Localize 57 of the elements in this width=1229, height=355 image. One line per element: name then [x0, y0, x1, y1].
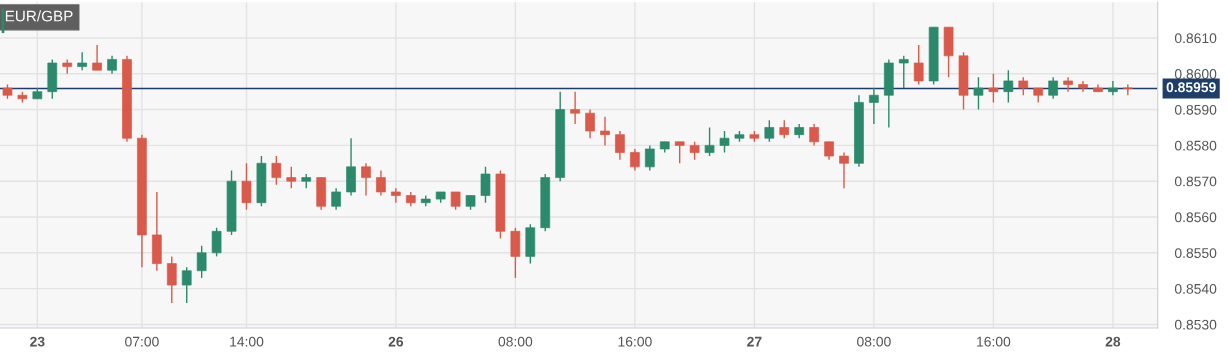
y-tick-label: 0.8530: [1174, 319, 1217, 330]
x-tick-label: 16:00: [977, 336, 1011, 347]
x-tick-label: 26: [388, 336, 404, 347]
candlestick: [211, 227, 222, 258]
candlestick: [241, 162, 252, 211]
candlestick: [630, 148, 640, 172]
candlestick: [719, 130, 730, 154]
candlestick: [77, 51, 87, 71]
candlestick: [1063, 76, 1073, 93]
y-tick-label: 0.8610: [1174, 33, 1217, 44]
candlestick: [196, 244, 207, 279]
candlestick: [166, 255, 177, 304]
candlestick: [1108, 80, 1118, 96]
candlestick: [480, 166, 491, 204]
x-tick-label: 08:00: [498, 336, 533, 347]
candlestick: [615, 130, 625, 161]
y-tick-label: 0.8590: [1174, 104, 1217, 115]
x-tick-label: 08:00: [857, 336, 891, 347]
candlestick: [764, 119, 775, 143]
candlestick: [1048, 76, 1058, 100]
candlestick: [644, 144, 655, 172]
x-tick-label: 28: [1105, 336, 1121, 347]
candlestick: [913, 44, 924, 86]
candlestick: [92, 44, 102, 71]
x-tick-label: 16:00: [618, 336, 652, 347]
candlestick: [376, 169, 386, 197]
candlestick: [839, 151, 849, 190]
candlestick: [271, 155, 282, 186]
candlestick: [973, 76, 984, 111]
candlestick: [988, 73, 999, 104]
candlestick: [585, 108, 595, 139]
y-tick-label: 0.8550: [1174, 248, 1217, 258]
y-tick-label: 0.8540: [1174, 283, 1217, 294]
y-tick-label: 0.8600: [1174, 69, 1217, 79]
candlestick: [1003, 69, 1014, 104]
candlestick: [286, 166, 297, 190]
candlestick: [1123, 83, 1133, 96]
x-tick-label: 07:00: [125, 336, 159, 347]
candlestick: [898, 55, 909, 89]
y-tick-label: 0.8560: [1174, 212, 1217, 223]
candlestick: [361, 162, 371, 197]
x-tick-label: 23: [30, 336, 45, 347]
candlestick: [809, 123, 819, 147]
y-tick-label: 0.8580: [1174, 140, 1217, 151]
x-tick-label: 27: [747, 336, 762, 347]
candlestick: [391, 187, 401, 204]
candlestick: [331, 187, 341, 211]
ref-line-label: 0.85959: [1166, 82, 1216, 93]
candlestick: [600, 116, 610, 147]
y-tick-label: 0.8570: [1174, 176, 1217, 187]
candlestick: [674, 141, 685, 164]
candlestick: [704, 126, 715, 157]
candlestick: [570, 90, 580, 125]
candlestick: [869, 87, 879, 125]
chart-title: EUR/GBP: [5, 10, 73, 22]
x-tick-label: 14:00: [230, 336, 264, 347]
candlestick: [181, 266, 192, 304]
